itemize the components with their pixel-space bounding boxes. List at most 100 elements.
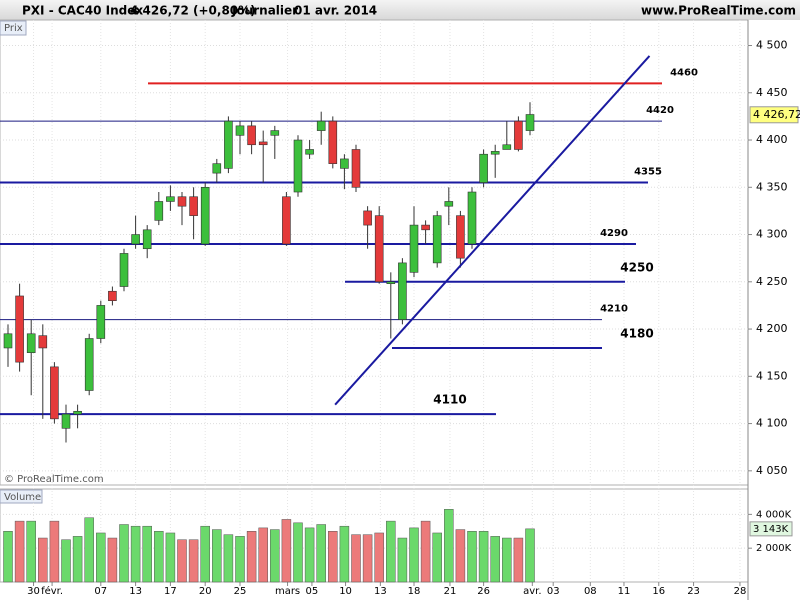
- candle-body: [282, 196, 291, 245]
- y-tick-label: 4 450: [756, 86, 788, 99]
- candle-body: [84, 338, 94, 391]
- candle-body: [316, 120, 326, 131]
- x-tick-label: 25: [234, 586, 247, 597]
- candle-body: [467, 191, 477, 245]
- y-tick-label: 4 250: [756, 275, 788, 288]
- volume-bar: [339, 525, 350, 583]
- x-tick-label: avr.: [523, 586, 541, 597]
- copyright: © ProRealTime.com: [4, 474, 104, 485]
- x-tick-label: 03: [547, 586, 560, 597]
- level-label: 4250: [620, 260, 653, 274]
- volume-bar: [130, 525, 141, 583]
- candle-body: [514, 120, 523, 150]
- volume-bar: [26, 520, 36, 583]
- volume-bar: [386, 520, 396, 583]
- x-tick-label: 20: [199, 586, 212, 597]
- y-tick-label: 2 000K: [756, 543, 792, 554]
- level-label: 4420: [646, 105, 674, 116]
- price-panel: [0, 19, 749, 486]
- candle-body: [456, 215, 465, 259]
- volume-bar: [49, 520, 60, 583]
- last-price-box: [749, 106, 799, 124]
- last-price-label: 4 426,72: [753, 108, 800, 121]
- volume-bar: [351, 534, 361, 583]
- candle-body: [15, 295, 24, 363]
- level-label: 4180: [620, 326, 653, 340]
- candle-body: [374, 215, 384, 283]
- y-tick-label: 4 350: [756, 180, 788, 193]
- site: www.ProRealTime.com: [641, 4, 796, 18]
- candle-body: [258, 141, 268, 146]
- volume-bar: [478, 531, 489, 583]
- volume-bar: [444, 509, 454, 583]
- volume-bar: [397, 537, 408, 583]
- candle-body: [73, 410, 82, 415]
- volume-bar: [490, 536, 500, 583]
- level-label: 4460: [670, 67, 698, 78]
- volume-bar: [270, 529, 280, 583]
- y-tick-label: 4 150: [756, 369, 788, 382]
- last-volume-box: [749, 521, 793, 537]
- panel-label: Prix: [4, 23, 23, 34]
- candle-body: [189, 196, 198, 216]
- candle-body: [421, 224, 430, 231]
- candle-body: [409, 224, 419, 273]
- candle-body: [525, 114, 535, 131]
- x-tick-label: 08: [584, 586, 597, 597]
- candle-body: [142, 229, 152, 250]
- y-tick-label: 4 300: [756, 228, 788, 241]
- x-tick-label: 26: [477, 586, 490, 597]
- y-tick-label: 4 000K: [756, 509, 792, 520]
- candle-body: [305, 149, 314, 155]
- volume-bar: [304, 527, 315, 583]
- x-tick-label: 11: [618, 586, 631, 597]
- volume-bar: [374, 532, 384, 583]
- candle-body: [108, 290, 117, 302]
- volume-bar: [362, 534, 373, 583]
- candle-body: [432, 215, 442, 264]
- y-tick-label: 4 200: [756, 322, 788, 335]
- candle-body: [26, 333, 36, 353]
- volume-tab: [0, 489, 43, 504]
- volume-bar: [235, 536, 245, 583]
- candle-body: [340, 158, 349, 169]
- candle-body: [200, 186, 210, 245]
- volume-bar: [258, 527, 268, 583]
- candle-body: [444, 201, 454, 207]
- candle-body: [293, 139, 303, 193]
- volume-bar: [165, 532, 176, 583]
- candle-body: [490, 151, 500, 155]
- volume-bar: [154, 531, 164, 583]
- last-volume-label: 3 143K: [753, 524, 789, 535]
- volume-bar: [61, 539, 71, 583]
- candle-body: [119, 253, 129, 287]
- candle-body: [398, 262, 407, 320]
- x-tick-label: févr.: [41, 585, 63, 597]
- candle-body: [247, 125, 256, 146]
- level-label: 4110: [433, 393, 466, 407]
- candle-body: [61, 413, 71, 429]
- volume-bar: [432, 532, 442, 583]
- volume-bar: [409, 527, 419, 583]
- volume-bar: [467, 531, 477, 583]
- volume-bar: [119, 524, 129, 583]
- volume-bar: [246, 531, 257, 583]
- candle-body: [386, 281, 396, 284]
- volume-label: Volume: [4, 492, 41, 503]
- volume-bar: [142, 525, 152, 583]
- x-tick-label: 05: [306, 586, 319, 597]
- x-tick-label: 13: [374, 586, 387, 597]
- volume-bar: [293, 522, 303, 583]
- volume-bar: [328, 531, 338, 583]
- candle-body: [50, 366, 59, 420]
- candle-body: [166, 196, 175, 202]
- volume-bar: [212, 529, 222, 583]
- volume-bar: [72, 536, 83, 583]
- volume-bar: [513, 537, 524, 583]
- candle-body: [3, 333, 13, 349]
- panel-tab: [0, 20, 27, 36]
- level-label: 4290: [600, 228, 628, 239]
- volume-bar: [200, 525, 210, 583]
- volume-bar: [177, 539, 187, 583]
